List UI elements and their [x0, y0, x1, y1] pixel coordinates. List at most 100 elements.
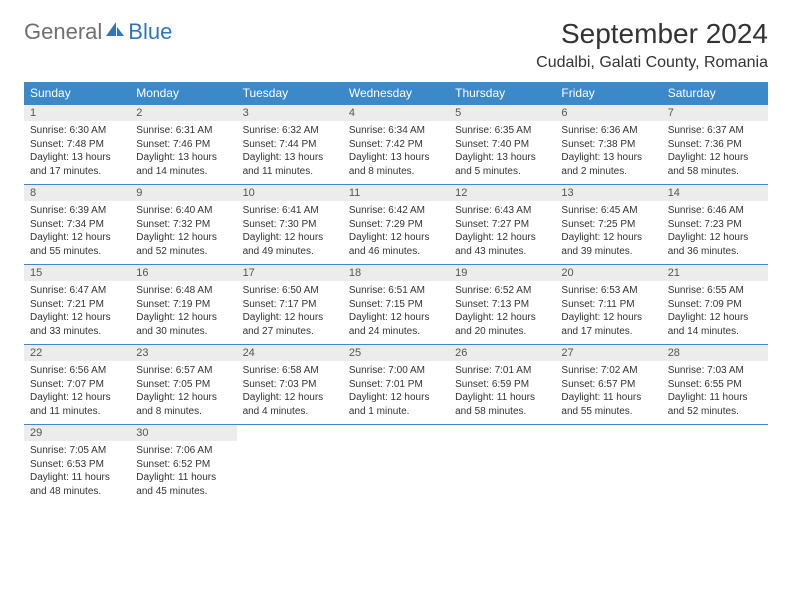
calendar-cell: 24Sunrise: 6:58 AMSunset: 7:03 PMDayligh…: [237, 345, 343, 425]
calendar-table: SundayMondayTuesdayWednesdayThursdayFrid…: [24, 82, 768, 504]
sunset-text: Sunset: 7:05 PM: [136, 378, 230, 392]
day-body: Sunrise: 6:34 AMSunset: 7:42 PMDaylight:…: [343, 121, 449, 184]
daylight-text: Daylight: 13 hours and 11 minutes.: [243, 151, 337, 178]
calendar-cell: 27Sunrise: 7:02 AMSunset: 6:57 PMDayligh…: [555, 345, 661, 425]
sunset-text: Sunset: 6:52 PM: [136, 458, 230, 472]
daylight-text: Daylight: 12 hours and 14 minutes.: [668, 311, 762, 338]
day-body: Sunrise: 7:01 AMSunset: 6:59 PMDaylight:…: [449, 361, 555, 424]
sunset-text: Sunset: 7:40 PM: [455, 138, 549, 152]
calendar-cell: 2Sunrise: 6:31 AMSunset: 7:46 PMDaylight…: [130, 105, 236, 185]
calendar-cell: 9Sunrise: 6:40 AMSunset: 7:32 PMDaylight…: [130, 185, 236, 265]
day-body: Sunrise: 7:03 AMSunset: 6:55 PMDaylight:…: [662, 361, 768, 424]
day-body: Sunrise: 7:06 AMSunset: 6:52 PMDaylight:…: [130, 441, 236, 504]
daylight-text: Daylight: 12 hours and 33 minutes.: [30, 311, 124, 338]
sunset-text: Sunset: 7:01 PM: [349, 378, 443, 392]
sunset-text: Sunset: 6:53 PM: [30, 458, 124, 472]
day-body: Sunrise: 6:52 AMSunset: 7:13 PMDaylight:…: [449, 281, 555, 344]
sunrise-text: Sunrise: 6:37 AM: [668, 124, 762, 138]
day-number: 24: [237, 345, 343, 361]
day-number: 5: [449, 105, 555, 121]
day-body: Sunrise: 6:31 AMSunset: 7:46 PMDaylight:…: [130, 121, 236, 184]
sunrise-text: Sunrise: 7:01 AM: [455, 364, 549, 378]
calendar-cell: 29Sunrise: 7:05 AMSunset: 6:53 PMDayligh…: [24, 425, 130, 505]
day-body: Sunrise: 6:56 AMSunset: 7:07 PMDaylight:…: [24, 361, 130, 424]
calendar-cell: 12Sunrise: 6:43 AMSunset: 7:27 PMDayligh…: [449, 185, 555, 265]
weekday-header: Wednesday: [343, 82, 449, 105]
sunrise-text: Sunrise: 7:03 AM: [668, 364, 762, 378]
day-body: Sunrise: 6:55 AMSunset: 7:09 PMDaylight:…: [662, 281, 768, 344]
sunrise-text: Sunrise: 6:46 AM: [668, 204, 762, 218]
weekday-header: Friday: [555, 82, 661, 105]
sunrise-text: Sunrise: 6:48 AM: [136, 284, 230, 298]
day-number: 16: [130, 265, 236, 281]
day-number: 4: [343, 105, 449, 121]
day-number: 25: [343, 345, 449, 361]
day-number: 3: [237, 105, 343, 121]
calendar-cell: 6Sunrise: 6:36 AMSunset: 7:38 PMDaylight…: [555, 105, 661, 185]
sunrise-text: Sunrise: 6:43 AM: [455, 204, 549, 218]
calendar-row: 22Sunrise: 6:56 AMSunset: 7:07 PMDayligh…: [24, 345, 768, 425]
sunset-text: Sunset: 7:38 PM: [561, 138, 655, 152]
day-number: 29: [24, 425, 130, 441]
day-number: 27: [555, 345, 661, 361]
day-number: 12: [449, 185, 555, 201]
sunrise-text: Sunrise: 6:56 AM: [30, 364, 124, 378]
sunset-text: Sunset: 7:09 PM: [668, 298, 762, 312]
weekday-header: Monday: [130, 82, 236, 105]
day-number: 19: [449, 265, 555, 281]
sunset-text: Sunset: 6:59 PM: [455, 378, 549, 392]
day-body: Sunrise: 6:42 AMSunset: 7:29 PMDaylight:…: [343, 201, 449, 264]
logo-text-general: General: [24, 19, 102, 45]
daylight-text: Daylight: 12 hours and 39 minutes.: [561, 231, 655, 258]
calendar-cell: 30Sunrise: 7:06 AMSunset: 6:52 PMDayligh…: [130, 425, 236, 505]
calendar-cell: 8Sunrise: 6:39 AMSunset: 7:34 PMDaylight…: [24, 185, 130, 265]
calendar-cell: 15Sunrise: 6:47 AMSunset: 7:21 PMDayligh…: [24, 265, 130, 345]
day-body: Sunrise: 6:36 AMSunset: 7:38 PMDaylight:…: [555, 121, 661, 184]
sunrise-text: Sunrise: 6:47 AM: [30, 284, 124, 298]
day-body: Sunrise: 6:30 AMSunset: 7:48 PMDaylight:…: [24, 121, 130, 184]
calendar-cell: 18Sunrise: 6:51 AMSunset: 7:15 PMDayligh…: [343, 265, 449, 345]
day-body: Sunrise: 7:00 AMSunset: 7:01 PMDaylight:…: [343, 361, 449, 424]
calendar-cell: 10Sunrise: 6:41 AMSunset: 7:30 PMDayligh…: [237, 185, 343, 265]
month-title: September 2024: [536, 18, 768, 50]
calendar-cell: 3Sunrise: 6:32 AMSunset: 7:44 PMDaylight…: [237, 105, 343, 185]
sunset-text: Sunset: 7:48 PM: [30, 138, 124, 152]
sunrise-text: Sunrise: 6:34 AM: [349, 124, 443, 138]
daylight-text: Daylight: 13 hours and 14 minutes.: [136, 151, 230, 178]
weekday-header: Tuesday: [237, 82, 343, 105]
logo-sail-icon: [104, 18, 126, 45]
daylight-text: Daylight: 12 hours and 27 minutes.: [243, 311, 337, 338]
day-number: 17: [237, 265, 343, 281]
calendar-cell: 5Sunrise: 6:35 AMSunset: 7:40 PMDaylight…: [449, 105, 555, 185]
header: General Blue September 2024 Cudalbi, Gal…: [24, 18, 768, 72]
daylight-text: Daylight: 12 hours and 8 minutes.: [136, 391, 230, 418]
day-number: 6: [555, 105, 661, 121]
daylight-text: Daylight: 13 hours and 8 minutes.: [349, 151, 443, 178]
sunset-text: Sunset: 7:13 PM: [455, 298, 549, 312]
sunset-text: Sunset: 7:36 PM: [668, 138, 762, 152]
day-number: 15: [24, 265, 130, 281]
day-body: Sunrise: 7:02 AMSunset: 6:57 PMDaylight:…: [555, 361, 661, 424]
sunset-text: Sunset: 7:03 PM: [243, 378, 337, 392]
sunset-text: Sunset: 7:27 PM: [455, 218, 549, 232]
weekday-header: Saturday: [662, 82, 768, 105]
daylight-text: Daylight: 11 hours and 52 minutes.: [668, 391, 762, 418]
sunrise-text: Sunrise: 6:40 AM: [136, 204, 230, 218]
day-number: 2: [130, 105, 236, 121]
day-number: 7: [662, 105, 768, 121]
sunrise-text: Sunrise: 6:30 AM: [30, 124, 124, 138]
sunrise-text: Sunrise: 6:36 AM: [561, 124, 655, 138]
calendar-cell: 1Sunrise: 6:30 AMSunset: 7:48 PMDaylight…: [24, 105, 130, 185]
sunrise-text: Sunrise: 6:58 AM: [243, 364, 337, 378]
sunset-text: Sunset: 7:23 PM: [668, 218, 762, 232]
daylight-text: Daylight: 12 hours and 11 minutes.: [30, 391, 124, 418]
sunset-text: Sunset: 7:25 PM: [561, 218, 655, 232]
calendar-cell: 23Sunrise: 6:57 AMSunset: 7:05 PMDayligh…: [130, 345, 236, 425]
sunrise-text: Sunrise: 7:05 AM: [30, 444, 124, 458]
day-number: 22: [24, 345, 130, 361]
day-number: 1: [24, 105, 130, 121]
calendar-row: 15Sunrise: 6:47 AMSunset: 7:21 PMDayligh…: [24, 265, 768, 345]
sunset-text: Sunset: 7:15 PM: [349, 298, 443, 312]
day-body: Sunrise: 6:50 AMSunset: 7:17 PMDaylight:…: [237, 281, 343, 344]
sunset-text: Sunset: 7:29 PM: [349, 218, 443, 232]
